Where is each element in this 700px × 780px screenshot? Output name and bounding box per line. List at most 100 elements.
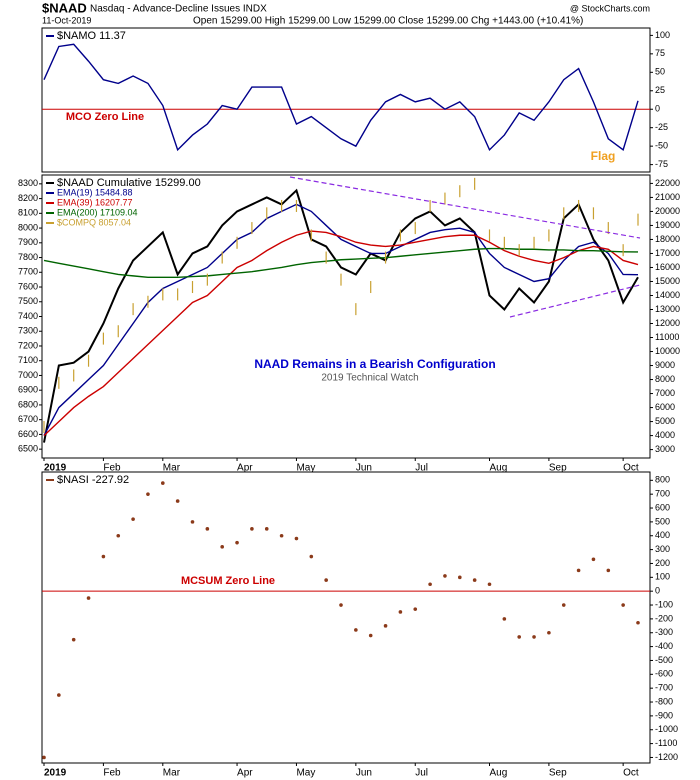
y-tick-label: 15000 [655, 276, 680, 286]
y2-tick-label: 7600 [18, 281, 38, 291]
dot [71, 637, 76, 642]
dot [458, 575, 462, 580]
dot [116, 533, 121, 538]
y-tick-label: -800 [655, 696, 673, 706]
y-tick-label: 20000 [655, 206, 680, 216]
y-tick-label: 100 [655, 572, 670, 582]
y-tick-label: -400 [655, 641, 673, 651]
y-tick-label: 12000 [655, 318, 680, 328]
x-tick-label: May [296, 463, 315, 474]
dot [324, 578, 328, 582]
annotation: 2019 Technical Watch [321, 373, 418, 384]
symbol-name: Nasdaq - Advance-Decline Issues INDX [90, 4, 267, 15]
y-tick-label: 14000 [655, 290, 680, 300]
y2-tick-label: 7300 [18, 326, 38, 336]
y2-tick-label: 8000 [18, 222, 38, 232]
x-tick-label: 2019 [44, 768, 67, 779]
series-line [43, 203, 639, 436]
y-tick-label: 5000 [655, 416, 675, 426]
dot [57, 693, 61, 697]
y-tick-label: 3000 [655, 444, 675, 454]
y2-tick-label: 7700 [18, 267, 38, 277]
x-tick-label: Feb [103, 768, 121, 779]
y-tick-label: 300 [655, 544, 670, 554]
dot [205, 527, 210, 531]
dot [250, 527, 254, 531]
y-tick-label: 10000 [655, 346, 680, 356]
symbol: $NAAD [42, 0, 87, 15]
trend-line [509, 284, 641, 318]
dot [413, 607, 418, 611]
dot [383, 624, 388, 628]
trend-line [289, 176, 641, 239]
x-tick-label: Jun [356, 463, 372, 474]
dot [621, 603, 625, 607]
dot [591, 557, 596, 562]
panel-frame [41, 174, 651, 459]
x-tick-label: Aug [490, 768, 508, 779]
series-line [43, 43, 639, 152]
dot [220, 545, 224, 549]
y-tick-label: 50 [655, 67, 665, 77]
y-tick-label: -50 [655, 141, 668, 151]
y-tick-label: 500 [655, 516, 670, 526]
y-tick-label: 75 [655, 48, 665, 58]
y-tick-label: 21000 [655, 192, 680, 202]
legend-label: $NAMO 11.37 [57, 30, 126, 42]
dot [339, 603, 343, 607]
dot [354, 628, 358, 632]
dot [443, 574, 447, 578]
y-tick-label: 19000 [655, 220, 680, 230]
y-tick-label: 0 [655, 104, 660, 114]
dot [279, 533, 284, 538]
y-tick-label: -1100 [655, 738, 677, 748]
annotation: Flag [591, 149, 616, 163]
y-tick-label: -100 [655, 599, 673, 609]
x-tick-label: Sep [549, 768, 567, 779]
y-tick-label: 22000 [655, 178, 680, 188]
y-tick-label: 800 [655, 475, 670, 485]
dot [502, 617, 507, 621]
y-tick-label: 4000 [655, 430, 675, 440]
dot [294, 536, 299, 541]
y-tick-label: -200 [655, 613, 673, 623]
dot [561, 603, 566, 607]
x-tick-label: 2019 [44, 463, 67, 474]
plot-layer: 100 75 50 25 0 -25 -50 -75 $NAMO 11.37 MCO Zero L… [18, 30, 680, 779]
y2-tick-label: 8300 [18, 178, 38, 188]
y-tick-label: 18000 [655, 234, 680, 244]
dot [472, 578, 477, 582]
x-tick-label: Feb [103, 463, 121, 474]
dot [532, 635, 536, 639]
legend-label: $NAAD Cumulative 15299.00 [57, 177, 201, 189]
series-line [43, 247, 639, 278]
y2-tick-label: 7400 [18, 311, 38, 321]
x-tick-label: Mar [163, 463, 181, 474]
y-tick-label: 6000 [655, 402, 675, 412]
date: 11-Oct-2019 [42, 15, 91, 25]
dot [42, 755, 46, 760]
legend-label: $COMPQ 8057.04 [57, 217, 131, 227]
x-tick-label: Jul [415, 463, 428, 474]
y2-tick-label: 6500 [18, 444, 38, 454]
y-tick-label: -300 [655, 627, 673, 637]
x-tick-label: Oct [623, 463, 639, 474]
y-tick-label: -900 [655, 710, 673, 720]
y-tick-label: 700 [655, 489, 670, 499]
y-tick-label: -75 [655, 159, 668, 169]
series-line [43, 230, 639, 437]
y-tick-label: 8000 [655, 374, 675, 384]
x-tick-label: Jun [356, 768, 372, 779]
y-tick-label: 11000 [655, 332, 679, 342]
y-tick-label: 0 [655, 586, 660, 596]
dot [264, 527, 269, 531]
dot [175, 499, 180, 503]
dot [161, 481, 165, 485]
y-tick-label: 13000 [655, 304, 680, 314]
dot [146, 492, 150, 496]
quote: Open 15299.00 High 15299.00 Low 15299.00… [193, 16, 583, 27]
dot [398, 610, 403, 614]
y2-tick-label: 6800 [18, 399, 38, 409]
dot [636, 620, 640, 625]
